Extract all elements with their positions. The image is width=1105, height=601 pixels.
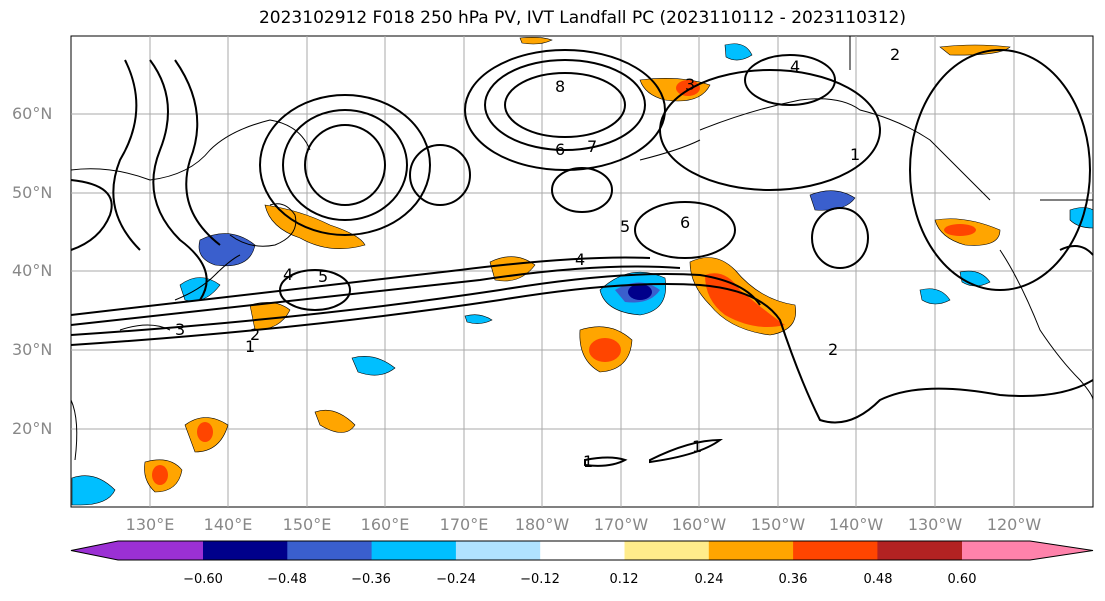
lat-label-50: 50°N [12,183,53,202]
contour-label-1: 1 [245,337,255,356]
colorbar-tick: −0.60 [183,572,223,587]
lat-label-40: 40°N [12,261,53,280]
lon-label-170w: 170°W [593,515,649,534]
map-title: 2023102912 F018 250 hPa PV, IVT Landfall… [258,8,906,28]
gridlines [71,36,1093,507]
pv-contours [70,49,1094,467]
contour-label-4b: 4 [575,250,585,269]
contour-label-1b: 1 [850,145,860,164]
contour-label-6: 6 [555,140,565,159]
colorbar-segment [287,541,373,560]
lon-label-140e: 140°E [203,515,253,534]
lon-label-150e: 150°E [282,515,332,534]
contour-label-2: 2 [250,325,260,344]
contour-label-5: 5 [318,267,328,286]
colorbar-segment [877,541,963,560]
lon-label-140w: 140°W [828,515,884,534]
contour-label-1d: 1 [692,437,702,456]
colorbar-tick: 0.24 [694,572,724,587]
lat-label-20: 20°N [12,419,53,438]
pv-shading [71,37,1094,506]
contour-label-6b: 6 [680,213,690,232]
colorbar-tick: −0.36 [351,572,391,587]
colorbar-segment [203,541,288,560]
contour-label-2b: 2 [828,340,838,359]
lat-label-30: 30°N [12,340,53,359]
lat-label-60: 60°N [12,104,53,123]
lon-label-180w: 180°W [514,515,570,534]
lon-label-160w: 160°W [671,515,727,534]
lon-label-160e: 160°E [360,515,410,534]
contour-label-2c: 2 [890,45,900,64]
lon-label-130w: 130°W [907,515,963,534]
contour-label-7: 7 [587,137,597,156]
colorbar-tick: −0.24 [436,572,476,587]
colorbar-tick: −0.12 [520,572,560,587]
colorbar-tick: −0.48 [267,572,307,587]
lon-label-130e: 130°E [125,515,175,534]
colorbar-segment [371,541,457,560]
lon-label-120w: 120°W [986,515,1042,534]
colorbar-tick: 0.60 [947,572,977,587]
contour-label-4c: 4 [790,57,800,76]
contour-label-5b: 5 [620,217,630,236]
contour-label-8: 8 [555,77,565,96]
contour-label-3c: 3 [685,75,695,94]
colorbar-segment [624,541,710,560]
colorbar-segment [71,541,203,560]
colorbar-segment [455,541,541,560]
colorbar-tick: 0.48 [863,572,893,587]
contour-label-4: 4 [283,265,293,284]
colorbar-segment [962,541,1093,560]
colorbar-segment [708,541,794,560]
contour-label-1c: 1 [583,452,593,471]
contour-labels: 1 2 3 4 5 8 7 6 6 5 4 2 1 1 1 2 4 3 [175,45,900,471]
contour-label-3: 3 [175,320,185,339]
colorbar-segment [793,541,878,560]
colorbar-tick: 0.12 [609,572,639,587]
colorbar-segment [540,541,625,560]
coastlines [70,36,1094,461]
lon-label-170e: 170°E [439,515,489,534]
colorbar-tick: 0.36 [778,572,808,587]
lon-label-150w: 150°W [750,515,806,534]
